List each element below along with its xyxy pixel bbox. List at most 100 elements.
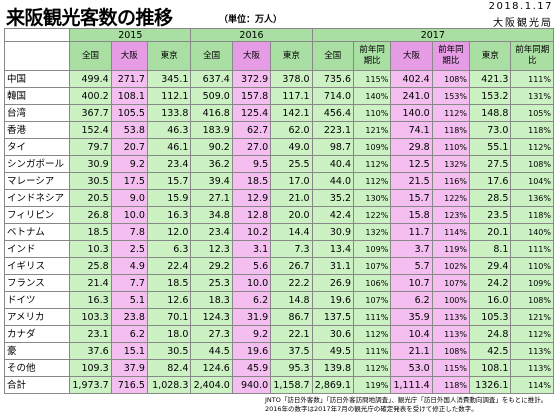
total-2017-cell: 223.1 [311, 121, 355, 139]
osaka-yoy-2017-cell: 153% [431, 87, 471, 105]
tokyo-2016-cell: 20.0 [270, 206, 313, 224]
osaka-2015-cell: 6.2 [110, 325, 148, 343]
total-2017-cell: 44.0 [311, 172, 355, 190]
tokyo-2016-cell: 62.0 [270, 121, 313, 139]
tokyo-2015-cell: 12.6 [146, 291, 192, 309]
total-2015-cell: 109.3 [69, 359, 112, 377]
tokyo-2017-cell: 8.1 [468, 240, 512, 258]
source-note: JNTO「訪日外客数」「訪日外客訪問地調査」、観光庁「訪日外国人消費動向調査」を… [265, 396, 547, 414]
table-row: フィリピン 26.8 10.0 16.3 34.8 12.8 20.0 42.4 122% 15.… [3, 206, 554, 224]
tokyo-2017-cell: 105.3 [468, 308, 512, 326]
tokyo-2016-cell: 95.3 [270, 359, 313, 377]
total-yoy-2017-cell: 132% [353, 223, 392, 241]
osaka-yoy-2017-cell: 108% [431, 70, 471, 88]
total-yoy-2017-cell: 109% [353, 138, 392, 156]
tokyo-2016-cell: 117.1 [270, 87, 313, 105]
total-2015-cell: 25.8 [69, 257, 112, 275]
col-header-osaka: 大阪 [231, 41, 272, 71]
country-cell: ベトナム [3, 223, 71, 241]
total-2015-cell: 26.8 [69, 206, 112, 224]
col-header-tokyo: 東京 [468, 41, 512, 71]
country-cell: インドネシア [3, 189, 71, 207]
osaka-2016-cell: 9.2 [231, 325, 272, 343]
tokyo-2016-cell: 25.5 [270, 155, 313, 173]
total-2017-cell: 735.6 [311, 70, 355, 88]
total-yoy-2017-cell: 110% [353, 104, 392, 122]
total-2015-cell: 10.3 [69, 240, 112, 258]
total-yoy-2017-cell: 115% [353, 70, 392, 88]
total-2016-cell: 27.1 [190, 189, 233, 207]
tokyo-2017-cell: 23.5 [468, 206, 512, 224]
tokyo-2015-cell: 23.4 [146, 155, 192, 173]
tokyo-2017-cell: 153.2 [468, 87, 512, 105]
col-header-osaka: 大阪 [390, 41, 433, 71]
osaka-yoy-2017-cell: 119% [431, 240, 471, 258]
total-2016-cell: 34.8 [190, 206, 233, 224]
osaka-2016-cell: 9.5 [231, 155, 272, 173]
table-row: ベトナム 18.5 7.8 12.0 23.4 10.2 14.4 30.9 132% 11.7 1… [3, 223, 554, 241]
total-yoy-2017-cell: 106% [353, 274, 392, 292]
tokyo-2015-cell: 15.7 [146, 172, 192, 190]
country-cell: カナダ [3, 325, 71, 343]
tokyo-yoy-2017-cell: 109% [510, 274, 554, 292]
tokyo-2015-cell: 112.1 [146, 87, 192, 105]
tokyo-2015-cell: 22.4 [146, 257, 192, 275]
tokyo-yoy-2017-cell: 108% [510, 155, 554, 173]
osaka-2017-cell: 140.0 [390, 104, 433, 122]
tokyo-2015-cell: 30.5 [146, 342, 192, 360]
col-header-total: 全国 [190, 41, 233, 71]
organization-label: 大阪観光局 [493, 18, 553, 29]
page-title: 来阪観光客数の推移 [6, 7, 173, 29]
osaka-2016-cell: 10.2 [231, 223, 272, 241]
total-yoy-2017-cell: 119% [353, 376, 392, 394]
total-2015-cell: 18.5 [69, 223, 112, 241]
tokyo-2015-cell: 82.4 [146, 359, 192, 377]
tokyo-2016-cell: 22.1 [270, 325, 313, 343]
year-header-2015: 2015 [69, 28, 192, 42]
total-2017-cell: 40.4 [311, 155, 355, 173]
tokyo-2015-cell: 18.5 [146, 274, 192, 292]
total-2017-cell: 137.5 [311, 308, 355, 326]
table-row: インド 10.3 2.5 6.3 12.3 3.1 7.3 13.4 109% 3.7 119% 8.… [3, 240, 554, 258]
osaka-2015-cell: 9.0 [110, 189, 148, 207]
osaka-2015-cell: 20.7 [110, 138, 148, 156]
osaka-2017-cell: 15.7 [390, 189, 433, 207]
tokyo-yoy-2017-cell: 113% [510, 359, 554, 377]
tokyo-yoy-2017-cell: 112% [510, 138, 554, 156]
tokyo-yoy-2017-cell: 121% [510, 308, 554, 326]
tokyo-2017-cell: 17.6 [468, 172, 512, 190]
total-2017-cell: 35.2 [311, 189, 355, 207]
total-2016-cell: 29.2 [190, 257, 233, 275]
tokyo-2017-cell: 28.5 [468, 189, 512, 207]
country-cell: アメリカ [3, 308, 71, 326]
osaka-yoy-2017-cell: 132% [431, 155, 471, 173]
total-2017-cell: 456.4 [311, 104, 355, 122]
table-row: アメリカ 103.3 23.8 70.1 124.3 31.9 86.7 137.5 111% 3… [3, 308, 554, 326]
osaka-2015-cell: 9.2 [110, 155, 148, 173]
total-2016-cell: 509.0 [190, 87, 233, 105]
total-2016-cell: 44.5 [190, 342, 233, 360]
tokyo-2016-cell: 14.4 [270, 223, 313, 241]
col-header-total: 全国 [69, 41, 112, 71]
tokyo-yoy-2017-cell: 104% [510, 172, 554, 190]
osaka-2017-cell: 6.2 [390, 291, 433, 309]
total-2015-cell: 79.7 [69, 138, 112, 156]
tokyo-2015-cell: 46.1 [146, 138, 192, 156]
tokyo-2015-cell: 1,028.3 [146, 376, 192, 394]
osaka-yoy-2017-cell: 112% [431, 104, 471, 122]
osaka-2017-cell: 10.7 [390, 274, 433, 292]
osaka-yoy-2017-cell: 102% [431, 257, 471, 275]
total-2016-cell: 36.2 [190, 155, 233, 173]
country-cell: 中国 [3, 70, 71, 88]
total-2017-cell: 19.6 [311, 291, 355, 309]
tokyo-2015-cell: 46.3 [146, 121, 192, 139]
total-yoy-2017-cell: 112% [353, 155, 392, 173]
table-row: その他 109.3 37.9 82.4 124.6 45.9 95.3 139.8 112% 53… [3, 359, 554, 377]
total-2015-cell: 20.5 [69, 189, 112, 207]
osaka-2015-cell: 23.8 [110, 308, 148, 326]
osaka-2017-cell: 1,111.4 [390, 376, 433, 394]
total-2016-cell: 39.4 [190, 172, 233, 190]
total-2015-cell: 37.6 [69, 342, 112, 360]
country-cell: フランス [3, 274, 71, 292]
table-row: フランス 21.4 7.7 18.5 25.3 10.0 22.2 26.9 106% 10.7 1… [3, 274, 554, 292]
